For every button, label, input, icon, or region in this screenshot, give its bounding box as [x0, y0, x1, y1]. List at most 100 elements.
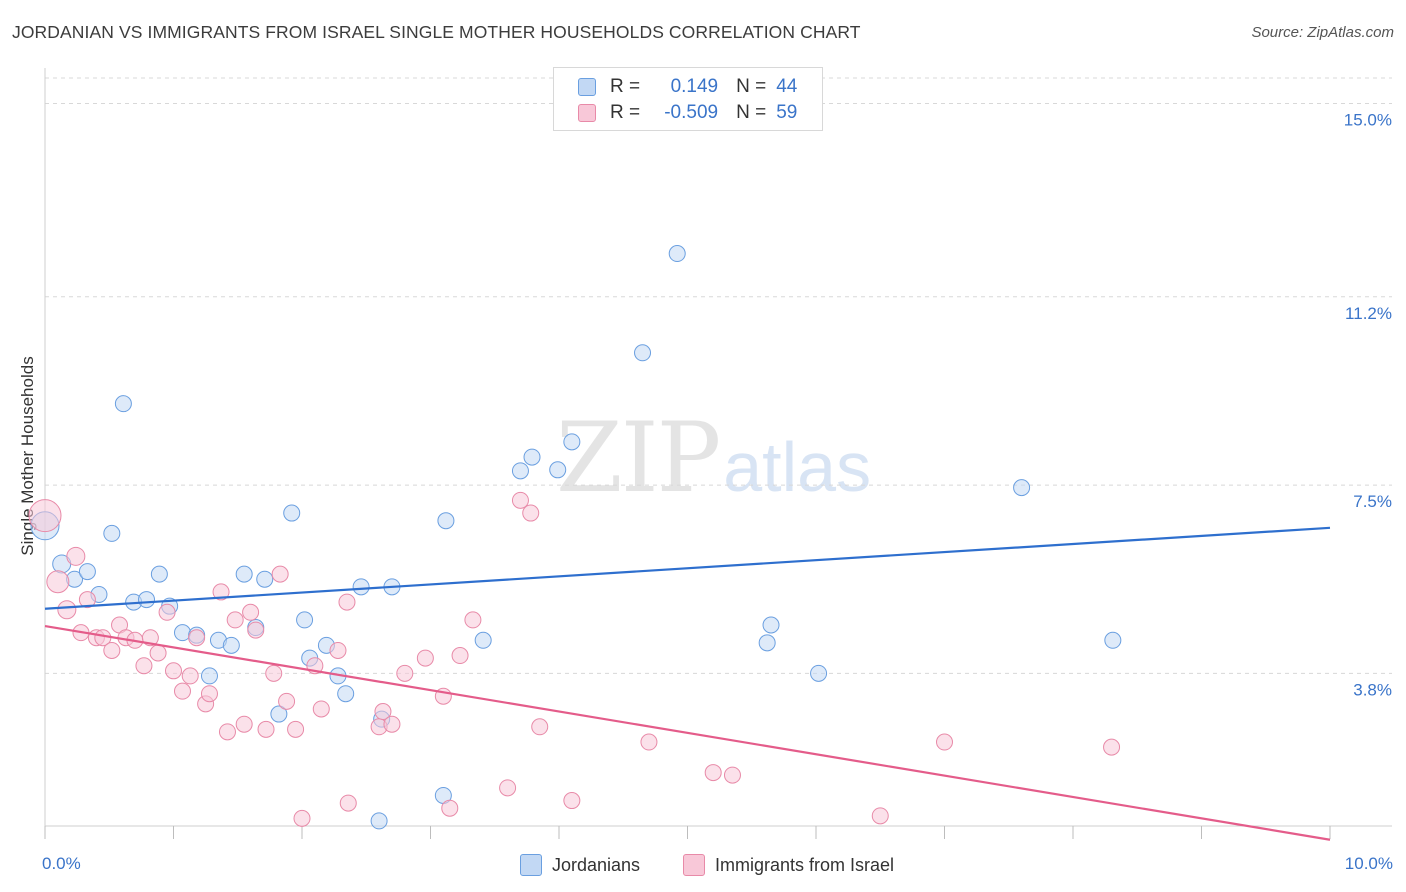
chart-title: JORDANIAN VS IMMIGRANTS FROM ISRAEL SING…: [12, 22, 861, 42]
data-point-israel: [338, 593, 356, 611]
data-point-jordanians: [511, 462, 529, 480]
data-point-israel: [141, 629, 159, 647]
legend-r-label: R =: [610, 102, 641, 123]
legend-row-israel: R = -0.509 N = 59: [578, 101, 797, 125]
data-point-israel: [103, 641, 121, 659]
data-point-israel: [416, 649, 434, 667]
data-point-jordanians: [296, 611, 314, 629]
data-point-jordanians: [256, 570, 274, 588]
data-point-israel: [522, 504, 540, 522]
data-point-israel: [46, 570, 70, 594]
data-point-jordanians: [1013, 479, 1031, 497]
legend-label-jordanians: Jordanians: [552, 854, 641, 875]
data-point-israel: [640, 733, 658, 751]
data-point-israel: [339, 794, 357, 812]
data-point-israel: [723, 766, 741, 784]
data-point-israel: [871, 807, 889, 825]
data-point-israel: [78, 591, 96, 609]
legend-n-value: 59: [776, 102, 798, 123]
data-point-jordanians: [138, 591, 156, 609]
data-point-israel: [271, 565, 289, 583]
x-tick-label: 10.0%: [1345, 854, 1393, 873]
data-point-israel: [441, 799, 459, 817]
data-point-israel: [936, 733, 953, 751]
series-legend-israel[interactable]: Immigrants from Israel: [683, 852, 894, 878]
data-point-israel: [329, 641, 347, 659]
data-point-israel: [704, 764, 722, 782]
data-point-israel: [265, 664, 283, 682]
data-point-israel: [293, 809, 311, 827]
legend-label-israel: Immigrants from Israel: [715, 854, 895, 875]
data-point-jordanians: [563, 433, 581, 451]
legend-n-value: 44: [776, 76, 798, 97]
legend-n-label: N =: [736, 102, 767, 123]
data-point-jordanians: [762, 616, 780, 634]
data-point-jordanians: [370, 812, 388, 830]
data-point-israel: [173, 682, 191, 700]
data-point-israel: [247, 621, 265, 639]
data-point-jordanians: [283, 504, 301, 522]
legend-row-jordanians: R = 0.149 N = 44: [578, 75, 797, 99]
data-point-israel: [374, 703, 392, 721]
legend-swatch-jordanians: [578, 78, 596, 96]
data-point-israel: [200, 685, 218, 703]
legend-swatch-jordanians: [520, 854, 542, 876]
data-point-jordanians: [810, 664, 828, 682]
data-point-israel: [158, 603, 176, 621]
data-point-jordanians: [634, 344, 652, 362]
data-point-jordanians: [270, 705, 288, 723]
data-point-israel: [499, 779, 517, 797]
data-point-israel: [396, 664, 414, 682]
data-point-jordanians: [222, 636, 240, 654]
data-point-jordanians: [235, 565, 253, 583]
data-point-jordanians: [352, 578, 370, 596]
y-tick-label: 3.8%: [1353, 680, 1392, 699]
data-point-jordanians: [668, 245, 686, 263]
data-point-jordanians: [173, 624, 191, 642]
y-tick-label: 15.0%: [1344, 110, 1392, 129]
data-point-jordanians: [78, 563, 96, 581]
data-point-israel: [188, 629, 206, 647]
data-point-israel: [257, 720, 275, 738]
data-point-israel: [181, 667, 199, 685]
data-point-jordanians: [523, 448, 541, 466]
data-point-israel: [287, 720, 305, 738]
data-point-israel: [242, 603, 260, 621]
data-point-jordanians: [103, 524, 121, 542]
data-point-israel: [226, 611, 244, 629]
trend-line-israel: [44, 624, 1331, 841]
data-point-israel: [149, 644, 167, 662]
trend-line-jordanians: [44, 526, 1331, 610]
y-tick-label: 11.2%: [1345, 304, 1392, 323]
data-point-israel: [28, 499, 62, 533]
data-point-jordanians: [337, 685, 355, 703]
source-label[interactable]: Source: ZipAtlas.com: [1251, 24, 1394, 41]
legend-r-value: 0.149: [670, 76, 719, 97]
data-point-jordanians: [549, 461, 567, 479]
data-point-israel: [312, 700, 330, 718]
data-point-israel: [1103, 738, 1121, 756]
data-point-jordanians: [437, 512, 455, 530]
data-point-jordanians: [1104, 631, 1122, 649]
data-point-israel: [511, 491, 529, 509]
legend-n-label: N =: [736, 76, 767, 97]
data-point-israel: [464, 611, 482, 629]
correlation-legend: R = 0.149 N = 44 R = -0.509 N = 59: [553, 67, 823, 131]
data-point-israel: [235, 715, 253, 733]
x-tick-label: 0.0%: [42, 854, 81, 873]
data-point-israel: [165, 662, 182, 680]
series-legend-jordanians[interactable]: Jordanians: [520, 852, 640, 878]
data-point-israel: [383, 715, 401, 733]
legend-swatch-israel: [578, 104, 596, 122]
legend-r-label: R =: [610, 76, 641, 97]
data-point-jordanians: [474, 631, 492, 649]
data-point-israel: [563, 792, 581, 810]
data-point-jordanians: [200, 667, 218, 685]
data-point-israel: [57, 600, 77, 620]
data-point-israel: [135, 657, 153, 675]
legend-r-value: -0.509: [664, 102, 719, 123]
data-point-israel: [451, 647, 469, 665]
data-point-israel: [278, 692, 296, 710]
legend-swatch-israel: [683, 854, 705, 876]
